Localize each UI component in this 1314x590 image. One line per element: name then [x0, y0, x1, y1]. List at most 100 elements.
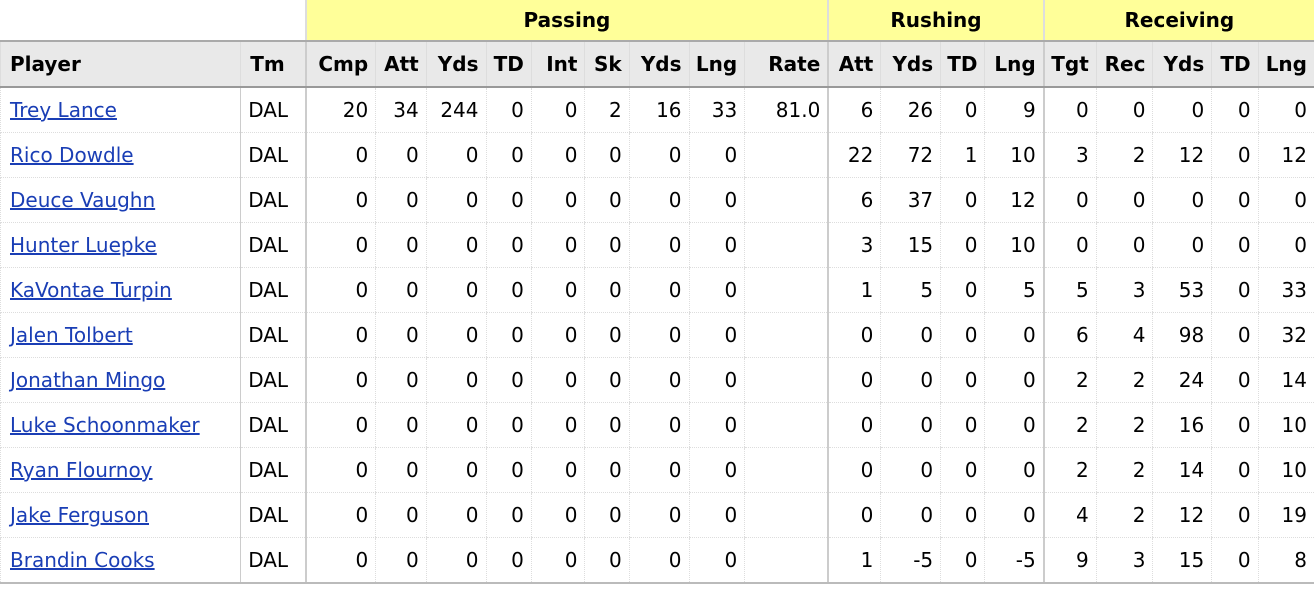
cell-pass-rate	[744, 492, 829, 538]
cell-rec-tgt: 9	[1042, 537, 1097, 584]
cell-pass-cmp: 0	[304, 447, 376, 493]
column-header-rec-td[interactable]: TD	[1211, 41, 1259, 88]
cell-rush-td: 0	[940, 222, 985, 268]
cell-pass-cmp: 0	[304, 537, 376, 584]
column-header-pass-lng[interactable]: Lng	[688, 41, 745, 88]
cell-rush-att: 0	[827, 492, 881, 538]
cell-rec-rec: 2	[1095, 357, 1153, 403]
cell-rush-yds: 0	[880, 312, 941, 358]
column-header-rec-yds[interactable]: Yds	[1152, 41, 1212, 88]
table-row: Ryan Flournoy DAL 0 0 0 0 0 0 0 0 0 0 0 0 2 2 14 0 10	[0, 447, 1314, 493]
cell-pass-int: 0	[530, 447, 585, 493]
cell-pass-lng: 0	[688, 357, 745, 403]
cell-pass-rate	[744, 447, 829, 493]
cell-pass-cmp: 0	[304, 177, 376, 223]
cell-rush-att: 0	[827, 402, 881, 448]
cell-pass-att: 0	[375, 222, 427, 268]
column-header-pass-yds[interactable]: Yds	[425, 41, 486, 88]
cell-pass-sk: 0	[584, 447, 630, 493]
cell-pass-sk: 0	[584, 312, 630, 358]
cell-rush-lng: 5	[984, 267, 1044, 313]
player-link[interactable]: Jake Ferguson	[10, 503, 149, 527]
player-link[interactable]: Jonathan Mingo	[10, 368, 166, 392]
column-header-tm[interactable]: Tm	[240, 41, 306, 88]
cell-rec-tgt: 2	[1042, 447, 1097, 493]
cell-rec-lng: 19	[1257, 492, 1314, 538]
player-link[interactable]: Hunter Luepke	[10, 233, 157, 257]
cell-pass-int: 0	[530, 492, 585, 538]
cell-rec-rec: 2	[1095, 492, 1153, 538]
group-header-row: Passing Rushing Receiving	[0, 0, 1314, 42]
column-header-pass-sk[interactable]: Sk	[584, 41, 630, 88]
cell-pass-yds: 0	[425, 402, 486, 448]
column-header-row: Player Tm Cmp Att Yds TD Int Sk Yds Lng Rate Att Yds…	[0, 41, 1314, 88]
cell-pass-sack-yds: 0	[628, 402, 690, 448]
cell-pass-td: 0	[485, 177, 532, 223]
cell-pass-yds: 0	[425, 492, 486, 538]
cell-pass-rate	[744, 177, 829, 223]
cell-rec-td: 0	[1211, 132, 1259, 178]
column-header-rush-att[interactable]: Att	[827, 41, 881, 88]
player-link[interactable]: Trey Lance	[10, 98, 117, 122]
cell-pass-sk: 2	[584, 87, 630, 133]
column-header-rec-lng[interactable]: Lng	[1257, 41, 1314, 88]
cell-pass-td: 0	[485, 312, 532, 358]
table-row: Jonathan Mingo DAL 0 0 0 0 0 0 0 0 0 0 0 0 2 2 24 0 14	[0, 357, 1314, 403]
cell-rec-td: 0	[1211, 357, 1259, 403]
cell-rec-yds: 24	[1152, 357, 1212, 403]
cell-rush-td: 0	[940, 492, 985, 538]
column-header-rush-yds[interactable]: Yds	[880, 41, 941, 88]
cell-rush-yds: 5	[880, 267, 941, 313]
column-header-pass-sack-yds[interactable]: Yds	[628, 41, 690, 88]
player-link[interactable]: Ryan Flournoy	[10, 458, 153, 482]
cell-rec-rec: 3	[1095, 537, 1153, 584]
cell-rec-rec: 4	[1095, 312, 1153, 358]
cell-rec-lng: 32	[1257, 312, 1314, 358]
table-row: Trey Lance DAL 20 34 244 0 0 2 16 33 81.0 6 26 0 9 0 0 0 0…	[0, 87, 1314, 133]
cell-rec-lng: 10	[1257, 402, 1314, 448]
cell-rush-td: 0	[940, 537, 985, 584]
cell-pass-lng: 0	[688, 447, 745, 493]
cell-rec-rec: 3	[1095, 267, 1153, 313]
cell-rush-att: 1	[827, 537, 881, 584]
cell-rush-att: 3	[827, 222, 881, 268]
cell-rec-lng: 0	[1257, 87, 1314, 133]
player-link[interactable]: Rico Dowdle	[10, 143, 134, 167]
cell-pass-att: 0	[375, 177, 427, 223]
column-header-pass-td[interactable]: TD	[485, 41, 532, 88]
cell-rec-lng: 8	[1257, 537, 1314, 584]
cell-pass-lng: 0	[688, 312, 745, 358]
cell-pass-rate	[744, 312, 829, 358]
column-header-player[interactable]: Player	[0, 41, 241, 88]
player-link[interactable]: Jalen Tolbert	[10, 323, 133, 347]
column-header-rec-tgt[interactable]: Tgt	[1042, 41, 1097, 88]
column-header-rec-rec[interactable]: Rec	[1095, 41, 1153, 88]
cell-pass-sk: 0	[584, 267, 630, 313]
column-header-pass-att[interactable]: Att	[375, 41, 427, 88]
cell-pass-rate	[744, 537, 829, 584]
player-cell: KaVontae Turpin	[0, 267, 241, 313]
cell-pass-sack-yds: 0	[628, 447, 690, 493]
cell-pass-yds: 0	[425, 537, 486, 584]
column-header-pass-rate[interactable]: Rate	[744, 41, 829, 88]
table-body: Trey Lance DAL 20 34 244 0 0 2 16 33 81.0 6 26 0 9 0 0 0 0…	[0, 87, 1314, 584]
column-header-rush-lng[interactable]: Lng	[984, 41, 1044, 88]
cell-pass-rate	[744, 357, 829, 403]
cell-rec-td: 0	[1211, 537, 1259, 584]
player-link[interactable]: Luke Schoonmaker	[10, 413, 200, 437]
cell-rec-td: 0	[1211, 402, 1259, 448]
column-header-pass-int[interactable]: Int	[530, 41, 585, 88]
column-header-pass-cmp[interactable]: Cmp	[304, 41, 376, 88]
player-cell: Hunter Luepke	[0, 222, 241, 268]
table-row: Luke Schoonmaker DAL 0 0 0 0 0 0 0 0 0 0 0 0 2 2 16 0 10	[0, 402, 1314, 448]
cell-pass-sack-yds: 0	[628, 222, 690, 268]
column-header-rush-td[interactable]: TD	[940, 41, 985, 88]
player-link[interactable]: KaVontae Turpin	[10, 278, 172, 302]
player-cell: Jonathan Mingo	[0, 357, 241, 403]
player-link[interactable]: Deuce Vaughn	[10, 188, 156, 212]
player-link[interactable]: Brandin Cooks	[10, 548, 155, 572]
cell-pass-yds: 0	[425, 222, 486, 268]
table-row: Jake Ferguson DAL 0 0 0 0 0 0 0 0 0 0 0 0 4 2 12 0 19	[0, 492, 1314, 538]
cell-rec-td: 0	[1211, 267, 1259, 313]
cell-rush-td: 0	[940, 87, 985, 133]
